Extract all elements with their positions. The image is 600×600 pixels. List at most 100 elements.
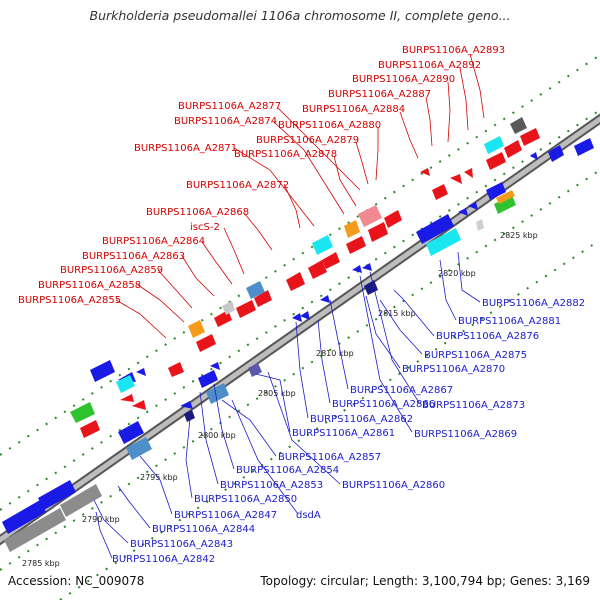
label-A2860[interactable]: BURPS1106A_A2860 <box>342 480 445 491</box>
gene-reverse[interactable] <box>2 500 46 534</box>
label-A2863[interactable]: BURPS1106A_A2863 <box>82 251 185 262</box>
gene-forward[interactable] <box>254 290 272 307</box>
gene-reverse[interactable] <box>300 311 310 320</box>
gene-forward[interactable] <box>120 394 134 402</box>
gene-forward[interactable] <box>322 252 340 269</box>
gene-reverse[interactable] <box>352 265 362 273</box>
label-A2868[interactable]: BURPS1106A_A2868 <box>146 207 249 218</box>
gene-forward[interactable] <box>80 420 100 438</box>
gene-forward[interactable] <box>286 272 305 291</box>
gene-forward[interactable] <box>308 260 327 279</box>
gene-forward[interactable] <box>420 168 430 176</box>
gene-reverse[interactable] <box>426 228 461 256</box>
label-A2866[interactable]: BURPS1106A_A2866 <box>332 399 435 410</box>
label-A2850[interactable]: BURPS1106A_A2850 <box>194 494 297 505</box>
gene-reverse[interactable] <box>184 410 195 422</box>
gene-reverse[interactable] <box>60 484 102 517</box>
gene-forward[interactable] <box>236 300 256 318</box>
label-A2879[interactable]: BURPS1106A_A2879 <box>256 135 359 146</box>
gene-forward[interactable] <box>346 236 366 254</box>
label-A2855[interactable]: BURPS1106A_A2855 <box>18 295 121 306</box>
label-A2887[interactable]: BURPS1106A_A2887 <box>328 89 431 100</box>
gene-forward[interactable] <box>358 205 382 227</box>
gene-forward[interactable] <box>510 117 527 134</box>
gene-forward[interactable] <box>196 334 216 352</box>
label-A2881[interactable]: BURPS1106A_A2881 <box>458 316 561 327</box>
label-A2854[interactable]: BURPS1106A_A2854 <box>236 465 339 476</box>
gene-forward[interactable] <box>504 140 522 158</box>
gene-forward[interactable] <box>136 368 146 376</box>
gene-forward[interactable] <box>90 360 115 382</box>
gene-reverse[interactable] <box>198 370 218 388</box>
gene-forward[interactable] <box>312 235 333 255</box>
label-A2861[interactable]: BURPS1106A_A2861 <box>292 428 395 439</box>
label-A2878[interactable]: BURPS1106A_A2878 <box>234 149 337 160</box>
label-A2877[interactable]: BURPS1106A_A2877 <box>178 101 281 112</box>
gene-reverse[interactable] <box>486 182 506 200</box>
label-A2876[interactable]: BURPS1106A_A2876 <box>436 331 539 342</box>
gene-reverse[interactable] <box>494 195 516 214</box>
gene-reverse[interactable] <box>476 219 484 231</box>
gene-forward[interactable] <box>70 402 95 423</box>
gene-reverse[interactable] <box>468 202 478 210</box>
gene-reverse[interactable] <box>180 401 193 409</box>
gene-reverse[interactable] <box>206 383 229 404</box>
gene-reverse[interactable] <box>248 363 262 377</box>
gene-reverse[interactable] <box>292 313 302 322</box>
gene-forward[interactable] <box>246 281 265 299</box>
label-A2847[interactable]: BURPS1106A_A2847 <box>174 510 277 521</box>
gene-reverse[interactable] <box>126 437 152 460</box>
gene-reverse[interactable] <box>530 152 538 160</box>
gene-forward[interactable] <box>132 400 146 410</box>
gene-reverse[interactable] <box>38 480 76 510</box>
gene-forward[interactable] <box>368 222 388 242</box>
label-A2874[interactable]: BURPS1106A_A2874 <box>174 116 277 127</box>
label-A2844[interactable]: BURPS1106A_A2844 <box>152 524 255 535</box>
label-A2893[interactable]: BURPS1106A_A2893 <box>402 45 505 56</box>
gene-forward[interactable] <box>450 174 462 184</box>
label-dsdA[interactable]: dsdA <box>296 510 321 521</box>
label-A2864[interactable]: BURPS1106A_A2864 <box>102 236 205 247</box>
label-A2882[interactable]: BURPS1106A_A2882 <box>482 298 585 309</box>
gene-reverse[interactable] <box>416 214 454 244</box>
label-iscS-2[interactable]: iscS-2 <box>190 222 220 233</box>
gene-reverse[interactable] <box>320 295 330 303</box>
label-A2884[interactable]: BURPS1106A_A2884 <box>302 104 405 115</box>
gene-forward[interactable] <box>214 310 232 327</box>
gene-reverse[interactable] <box>362 263 372 271</box>
label-A2869[interactable]: BURPS1106A_A2869 <box>414 429 517 440</box>
gene-reverse[interactable] <box>496 190 515 204</box>
label-A2880[interactable]: BURPS1106A_A2880 <box>278 120 381 131</box>
gene-forward[interactable] <box>168 362 184 377</box>
label-A2862[interactable]: BURPS1106A_A2862 <box>310 414 413 425</box>
label-A2843[interactable]: BURPS1106A_A2843 <box>130 539 233 550</box>
label-A2875[interactable]: BURPS1106A_A2875 <box>424 350 527 361</box>
label-A2867[interactable]: BURPS1106A_A2867 <box>350 385 453 396</box>
gene-reverse[interactable] <box>4 508 66 552</box>
gene-forward[interactable] <box>384 210 402 228</box>
gene-forward[interactable] <box>344 220 360 238</box>
gene-forward[interactable] <box>464 168 473 178</box>
gene-forward[interactable] <box>222 301 235 315</box>
gene-reverse[interactable] <box>210 362 220 370</box>
label-A2842[interactable]: BURPS1106A_A2842 <box>112 554 215 565</box>
label-A2853[interactable]: BURPS1106A_A2853 <box>220 480 323 491</box>
label-A2892[interactable]: BURPS1106A_A2892 <box>378 60 481 71</box>
gene-forward[interactable] <box>520 128 540 146</box>
gene-forward[interactable] <box>486 152 506 170</box>
gene-forward[interactable] <box>116 375 135 393</box>
gene-reverse[interactable] <box>548 145 564 162</box>
gene-reverse[interactable] <box>574 138 594 156</box>
label-A2870[interactable]: BURPS1106A_A2870 <box>402 364 505 375</box>
gene-reverse[interactable] <box>458 208 468 216</box>
label-A2873[interactable]: BURPS1106A_A2873 <box>422 400 525 411</box>
label-A2859[interactable]: BURPS1106A_A2859 <box>60 265 163 276</box>
gene-forward[interactable] <box>188 320 205 338</box>
label-A2872[interactable]: BURPS1106A_A2872 <box>186 180 289 191</box>
label-A2890[interactable]: BURPS1106A_A2890 <box>352 74 455 85</box>
gene-reverse[interactable] <box>118 421 144 444</box>
label-A2871[interactable]: BURPS1106A_A2871 <box>134 143 237 154</box>
label-A2858[interactable]: BURPS1106A_A2858 <box>38 280 141 291</box>
label-A2857[interactable]: BURPS1106A_A2857 <box>278 452 381 463</box>
gene-forward[interactable] <box>432 184 448 200</box>
